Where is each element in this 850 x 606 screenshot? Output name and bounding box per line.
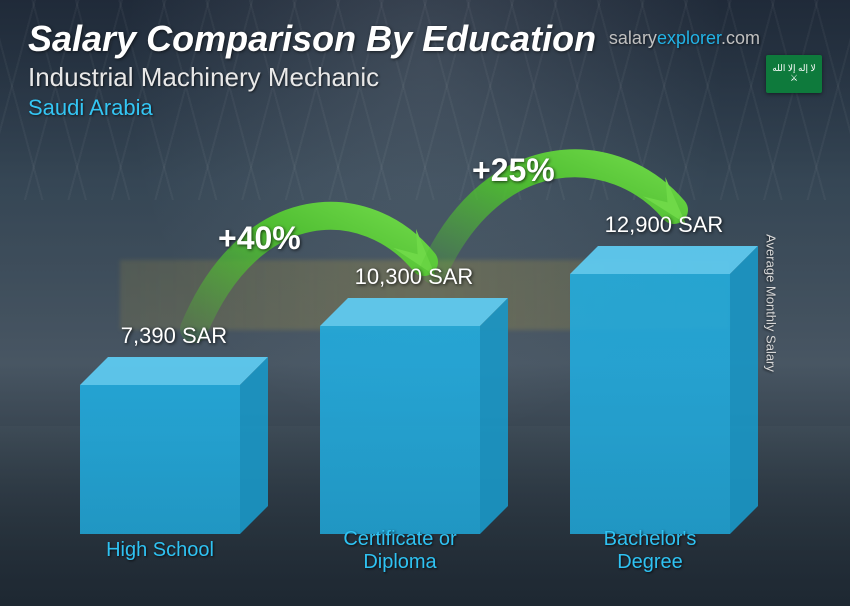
- bar-value-label: 10,300 SAR: [304, 264, 524, 290]
- subtitle-country: Saudi Arabia: [28, 95, 822, 121]
- bar-0: High School7,390 SAR: [80, 357, 268, 534]
- brand-watermark: salaryexplorer.com: [609, 28, 760, 49]
- bar-top: [320, 298, 508, 326]
- bar-value-label: 7,390 SAR: [64, 323, 284, 349]
- bar-2: Bachelor'sDegree12,900 SAR: [570, 246, 758, 534]
- bar-category-label: Bachelor'sDegree: [540, 528, 760, 574]
- flag-emblem: لا إله إلا الله⚔: [772, 64, 815, 84]
- growth-pct-label: +25%: [472, 152, 555, 189]
- bar-value-label: 12,900 SAR: [554, 212, 774, 238]
- bar-top: [570, 246, 758, 274]
- flag-saudi-arabia: لا إله إلا الله⚔: [766, 55, 822, 93]
- brand-suffix: .com: [721, 28, 760, 48]
- bar-chart: High School7,390 SAR Certificate orDiplom…: [60, 160, 770, 576]
- bar-side: [240, 357, 268, 534]
- bar-front: [320, 326, 480, 534]
- brand-prefix: salary: [609, 28, 657, 48]
- growth-pct-label: +40%: [218, 220, 301, 257]
- bar-category-label: Certificate orDiploma: [290, 528, 510, 574]
- brand-mid: explorer: [657, 28, 721, 48]
- bar-category-label: High School: [50, 539, 270, 562]
- subtitle-job: Industrial Machinery Mechanic: [28, 62, 822, 93]
- bar-side: [730, 246, 758, 534]
- bar-1: Certificate orDiploma10,300 SAR: [320, 298, 508, 534]
- bar-side: [480, 298, 508, 534]
- bar-front: [80, 385, 240, 534]
- bar-front: [570, 274, 730, 534]
- bar-top: [80, 357, 268, 385]
